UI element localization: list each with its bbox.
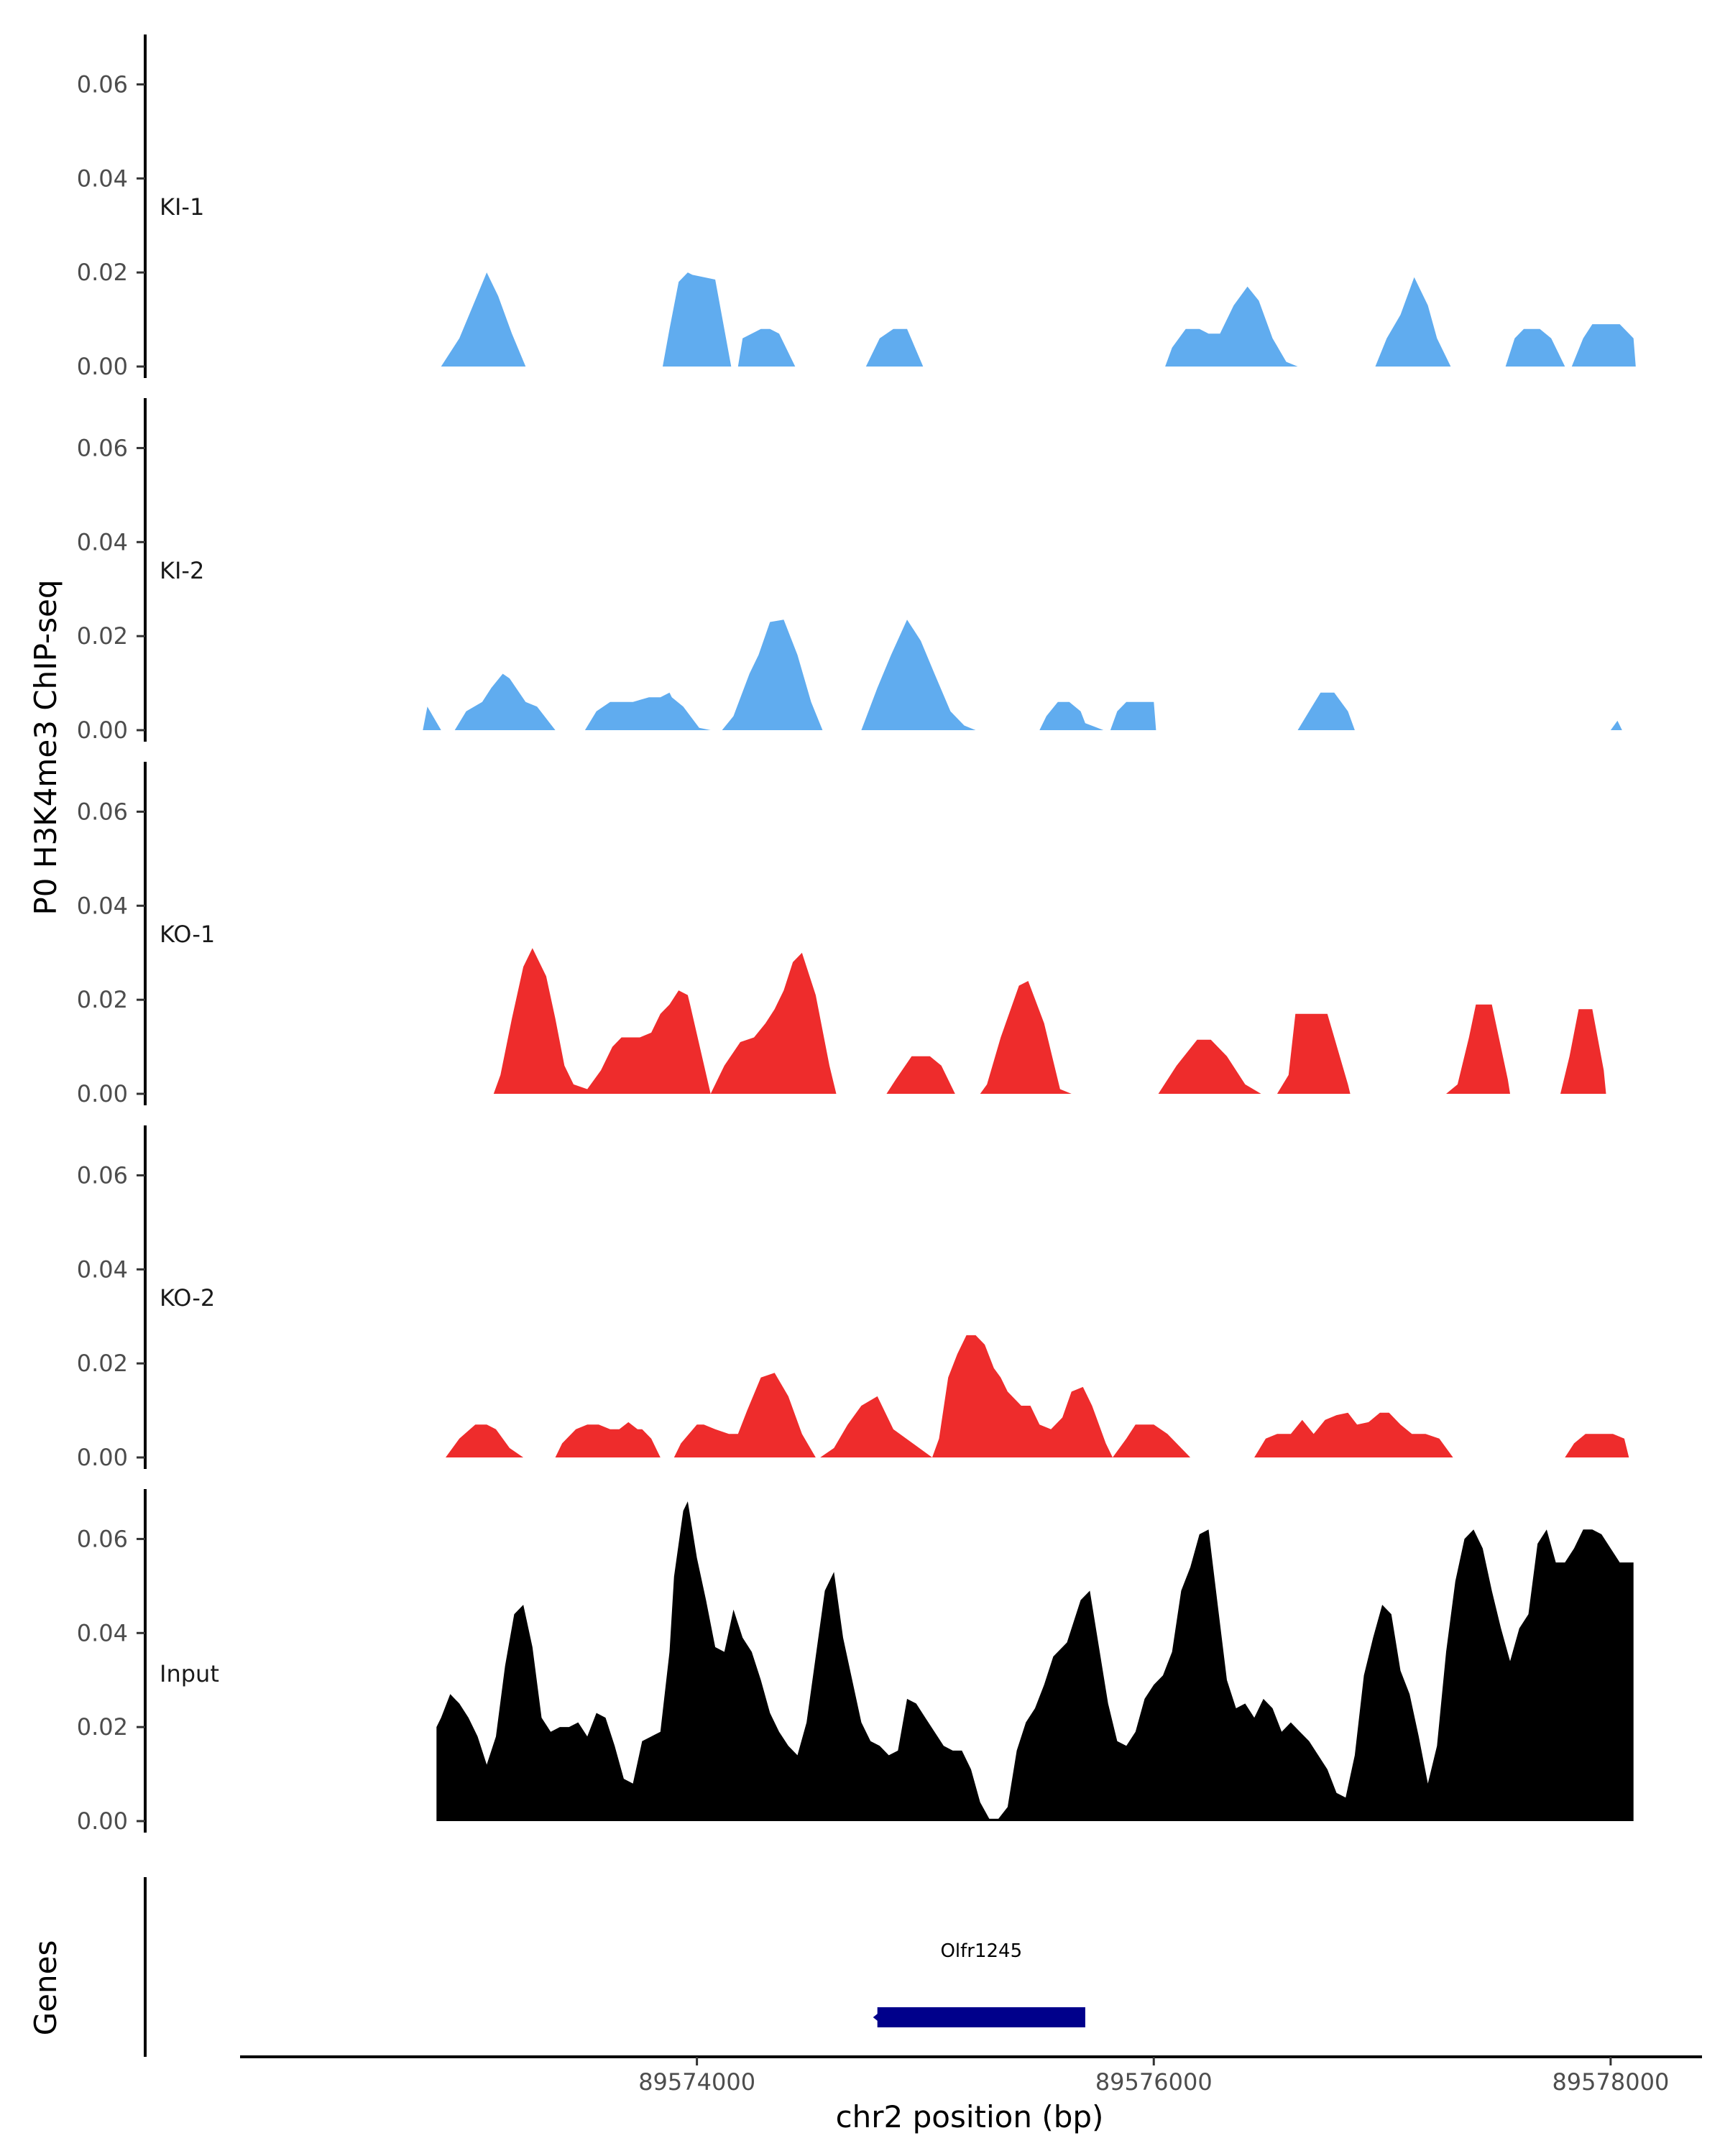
track-label: KI-2	[160, 557, 204, 584]
y-tick-label: 0.06	[77, 798, 128, 825]
y-tick-label: 0.02	[77, 259, 128, 286]
y-tick-label: 0.04	[77, 1256, 128, 1283]
gene-label: Olfr1245	[940, 1940, 1022, 1962]
signal-area-input	[436, 1501, 1634, 1821]
y-tick-label: 0.00	[77, 1444, 128, 1471]
signal-area-ki-1	[441, 272, 1636, 367]
y-tick-label: 0.04	[77, 1619, 128, 1646]
y-tick-label: 0.04	[77, 165, 128, 192]
x-tick-label: 89578000	[1552, 2068, 1669, 2096]
x-axis-title: chr2 position (bp)	[836, 2099, 1104, 2134]
y-tick-label: 0.02	[77, 1350, 128, 1377]
y-axis-title: P0 H3K4me3 ChIP-seq	[28, 579, 63, 915]
track-ko-1: 0.00 0.02 0.04 0.06 KO-1	[77, 762, 1606, 1107]
track-input: 0.00 0.02 0.04 0.06 Input	[77, 1489, 1634, 1835]
signal-area-ko-1	[493, 948, 1606, 1094]
y-tick-label: 0.00	[77, 1080, 128, 1107]
track-label: KO-1	[160, 921, 215, 948]
signal-area-ki-2	[423, 619, 1622, 730]
y-tick-label: 0.04	[77, 892, 128, 919]
genes-axis-title: Genes	[28, 1940, 63, 2036]
y-tick-label: 0.00	[77, 717, 128, 744]
y-tick-label: 0.06	[77, 70, 128, 98]
x-tick-label: 89576000	[1095, 2068, 1213, 2096]
y-tick-label: 0.04	[77, 528, 128, 556]
track-label: KO-2	[160, 1284, 215, 1312]
track-label: Input	[160, 1660, 219, 1687]
track-ki-1: 0.00 0.02 0.04 0.06 KI-1	[77, 34, 1636, 380]
track-label: KI-1	[160, 193, 204, 221]
gene-strand-arrow	[873, 2012, 880, 2023]
track-ko-2: 0.00 0.02 0.04 0.06 KO-2	[77, 1125, 1629, 1471]
gene-bar	[877, 2007, 1085, 2027]
y-tick-label: 0.00	[77, 1807, 128, 1835]
signal-area-ko-2	[446, 1335, 1629, 1457]
y-tick-label: 0.06	[77, 1525, 128, 1552]
signal-tracks: 0.00 0.02 0.04 0.06 KI-1 0.00 0.02 0.04 0.06 KI-2…	[77, 34, 1636, 1835]
x-tick-label: 89574000	[638, 2068, 755, 2096]
y-tick-label: 0.00	[77, 353, 128, 380]
y-tick-label: 0.02	[77, 1713, 128, 1741]
y-tick-label: 0.02	[77, 986, 128, 1013]
y-tick-label: 0.06	[77, 434, 128, 461]
y-tick-label: 0.02	[77, 622, 128, 650]
y-tick-label: 0.06	[77, 1161, 128, 1189]
track-ki-2: 0.00 0.02 0.04 0.06 KI-2	[77, 398, 1622, 744]
x-axis-ticks: 89574000 89576000 89578000	[638, 2057, 1669, 2096]
